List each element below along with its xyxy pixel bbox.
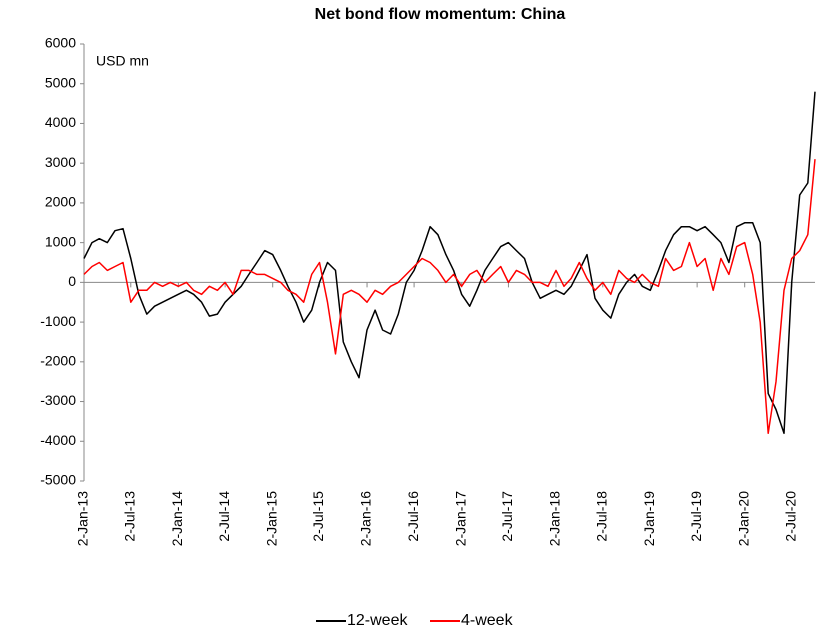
- x-tick-label: 2-Jan-14: [169, 491, 185, 546]
- chart-title: Net bond flow momentum: China: [315, 6, 566, 23]
- x-tick-label: 2-Jul-17: [499, 491, 515, 542]
- y-tick-label: -3000: [40, 392, 76, 408]
- x-tick-label: 2-Jan-16: [358, 491, 374, 546]
- x-tick-label: 2-Jan-17: [452, 491, 468, 546]
- y-tick-label: 4000: [45, 114, 76, 130]
- legend-label: 12-week: [347, 612, 408, 629]
- unit-label: USD mn: [96, 53, 149, 69]
- y-tick-label: -5000: [40, 472, 76, 488]
- y-tick-label: 2000: [45, 194, 76, 210]
- x-tick-label: 2-Jan-20: [735, 491, 751, 546]
- x-tick-label: 2-Jan-15: [263, 491, 279, 546]
- x-tick-label: 2-Jul-16: [405, 491, 421, 542]
- x-tick-label: 2-Jan-18: [547, 491, 563, 546]
- x-tick-label: 2-Jan-19: [641, 491, 657, 546]
- x-tick-label: 2-Jul-13: [121, 491, 137, 542]
- x-tick-label: 2-Jul-15: [310, 491, 326, 542]
- y-tick-label: 0: [68, 273, 76, 289]
- y-tick-label: 5000: [45, 74, 76, 90]
- y-tick-label: -4000: [40, 432, 76, 448]
- x-tick-label: 2-Jul-20: [782, 491, 798, 542]
- y-tick-label: 3000: [45, 154, 76, 170]
- y-tick-label: 6000: [45, 35, 76, 51]
- x-tick-label: 2-Jan-13: [75, 491, 91, 546]
- y-tick-label: -2000: [40, 353, 76, 369]
- x-tick-label: 2-Jul-19: [688, 491, 704, 542]
- legend-label: 4-week: [461, 612, 514, 629]
- x-tick-label: 2-Jul-18: [593, 491, 609, 542]
- x-tick-label: 2-Jul-14: [216, 491, 232, 542]
- y-tick-label: -1000: [40, 313, 76, 329]
- y-tick-label: 1000: [45, 233, 76, 249]
- series-line: [83, 91, 816, 435]
- series-line: [83, 159, 816, 435]
